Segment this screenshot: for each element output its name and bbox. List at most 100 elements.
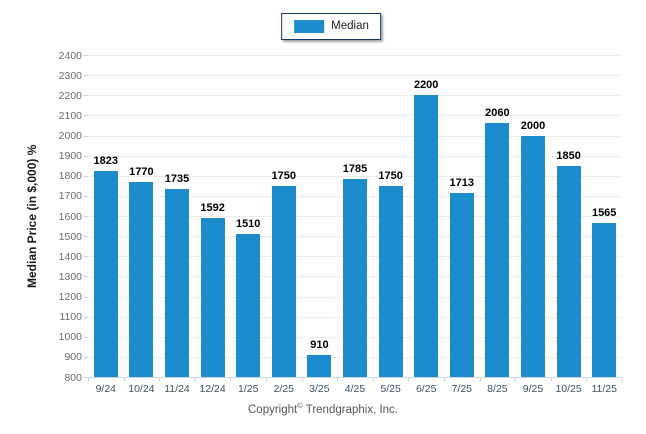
y-axis-tick-label: 2000 bbox=[58, 130, 82, 142]
x-axis-tick bbox=[550, 378, 552, 381]
y-axis-tick-label: 800 bbox=[64, 371, 82, 384]
bar bbox=[93, 171, 118, 377]
x-axis-tick bbox=[586, 378, 588, 381]
x-axis-tick-label: 7/25 bbox=[451, 383, 473, 395]
legend: Median bbox=[281, 13, 381, 40]
bar-value-label: 1823 bbox=[93, 155, 119, 168]
bar-value-label: 1735 bbox=[164, 172, 190, 185]
y-axis-tick-label: 1200 bbox=[58, 291, 82, 303]
y-axis-tick bbox=[84, 95, 88, 97]
copyright-suffix: Trendgraphix, Inc. bbox=[305, 403, 398, 416]
x-axis-tick bbox=[266, 378, 267, 381]
x-axis-tick-label: 3/25 bbox=[309, 383, 330, 395]
gridline bbox=[88, 55, 622, 56]
bar-value-label: 1750 bbox=[378, 169, 403, 182]
bar bbox=[414, 95, 439, 377]
gridline bbox=[88, 115, 622, 117]
x-axis-tick bbox=[479, 378, 481, 381]
x-axis-line bbox=[83, 377, 622, 378]
y-axis-tick-label: 1800 bbox=[58, 170, 82, 183]
bar-value-label: 2200 bbox=[413, 79, 439, 92]
gridline bbox=[88, 75, 622, 77]
bar bbox=[592, 223, 617, 377]
bar bbox=[485, 123, 510, 377]
x-axis-tick-label: 11/25 bbox=[591, 383, 617, 395]
x-axis-tick bbox=[159, 378, 161, 381]
bar-value-label: 1770 bbox=[129, 165, 154, 178]
gridline bbox=[88, 175, 622, 177]
y-axis-tick-label: 1700 bbox=[58, 190, 82, 203]
gridline bbox=[88, 155, 622, 157]
y-axis-tick bbox=[84, 175, 88, 177]
y-axis-tick bbox=[84, 55, 88, 56]
x-axis-tick-label: 10/25 bbox=[555, 383, 582, 395]
x-axis-tick-label: 6/25 bbox=[415, 383, 437, 395]
bar-value-label: 1592 bbox=[200, 201, 225, 214]
x-axis-tick bbox=[301, 378, 303, 381]
x-axis-tick-label: 1/25 bbox=[237, 383, 259, 395]
bar bbox=[165, 188, 189, 377]
y-axis-tick-label: 2200 bbox=[58, 89, 82, 102]
bar bbox=[378, 185, 403, 377]
y-axis-tick-label: 1000 bbox=[58, 331, 82, 344]
y-axis-tick-label: 2400 bbox=[58, 49, 82, 62]
y-axis-tick-label: 2300 bbox=[58, 69, 82, 82]
y-axis-tick bbox=[84, 135, 88, 137]
x-axis-tick bbox=[230, 378, 232, 381]
gridline bbox=[88, 135, 622, 137]
x-axis-tick-label: 2/25 bbox=[273, 383, 295, 395]
y-axis-tick bbox=[84, 216, 88, 217]
x-axis-tick-label: 10/24 bbox=[128, 383, 155, 395]
bar bbox=[271, 185, 296, 377]
bar-value-label: 910 bbox=[310, 338, 329, 351]
bar bbox=[521, 135, 545, 377]
bar-value-label: 1850 bbox=[556, 149, 581, 162]
bar bbox=[556, 165, 581, 377]
x-axis-tick bbox=[194, 378, 196, 381]
y-axis-tick-label: 1600 bbox=[58, 210, 82, 223]
x-axis-tick-label: 12/24 bbox=[199, 383, 226, 395]
bar-value-label: 1750 bbox=[271, 169, 297, 182]
bar bbox=[129, 181, 154, 377]
y-axis-tick bbox=[84, 256, 88, 258]
y-axis-tick-label: 1500 bbox=[58, 230, 82, 243]
y-axis-tick bbox=[84, 75, 88, 77]
y-axis-tick bbox=[84, 195, 88, 197]
y-axis-tick bbox=[84, 336, 88, 338]
y-axis-tick bbox=[84, 296, 88, 298]
y-axis-tick bbox=[84, 356, 88, 358]
gridline bbox=[88, 95, 622, 97]
x-axis-tick bbox=[408, 378, 410, 381]
y-axis-tick bbox=[84, 276, 88, 278]
x-axis-tick-label: 5/25 bbox=[380, 383, 401, 395]
x-axis-tick-label: 8/25 bbox=[487, 383, 508, 395]
x-axis-tick bbox=[622, 378, 623, 381]
x-axis-tick-label: 9/24 bbox=[95, 383, 117, 395]
x-axis-tick-label: 9/25 bbox=[522, 383, 544, 395]
bar bbox=[449, 193, 474, 377]
bar bbox=[307, 354, 332, 377]
bar-value-label: 2060 bbox=[485, 107, 510, 120]
x-axis-tick bbox=[372, 378, 374, 381]
y-axis-tick-label: 900 bbox=[64, 351, 82, 364]
x-axis-tick bbox=[88, 378, 89, 381]
copyright-text: Copyright© Trendgraphix, Inc. bbox=[0, 401, 646, 416]
y-axis-tick-label: 1900 bbox=[58, 150, 82, 163]
x-axis-tick-label: 4/25 bbox=[344, 383, 366, 395]
bar-value-label: 1785 bbox=[342, 162, 368, 175]
y-axis-tick-label: 2100 bbox=[58, 109, 82, 122]
y-axis-tick bbox=[84, 316, 88, 318]
x-axis-tick bbox=[515, 378, 517, 381]
y-axis-tick bbox=[84, 155, 88, 157]
x-axis-tick bbox=[123, 378, 125, 381]
legend-label: Median bbox=[331, 20, 369, 32]
x-axis-tick-label: 11/24 bbox=[164, 383, 190, 395]
bar-value-label: 1510 bbox=[235, 218, 261, 231]
bar bbox=[343, 178, 367, 377]
y-axis-tick-label: 1400 bbox=[58, 250, 82, 263]
x-axis-tick bbox=[337, 378, 339, 381]
y-axis-tick bbox=[84, 115, 88, 117]
copyright-prefix: Copyright bbox=[248, 403, 298, 416]
bar-value-label: 1565 bbox=[591, 207, 617, 220]
